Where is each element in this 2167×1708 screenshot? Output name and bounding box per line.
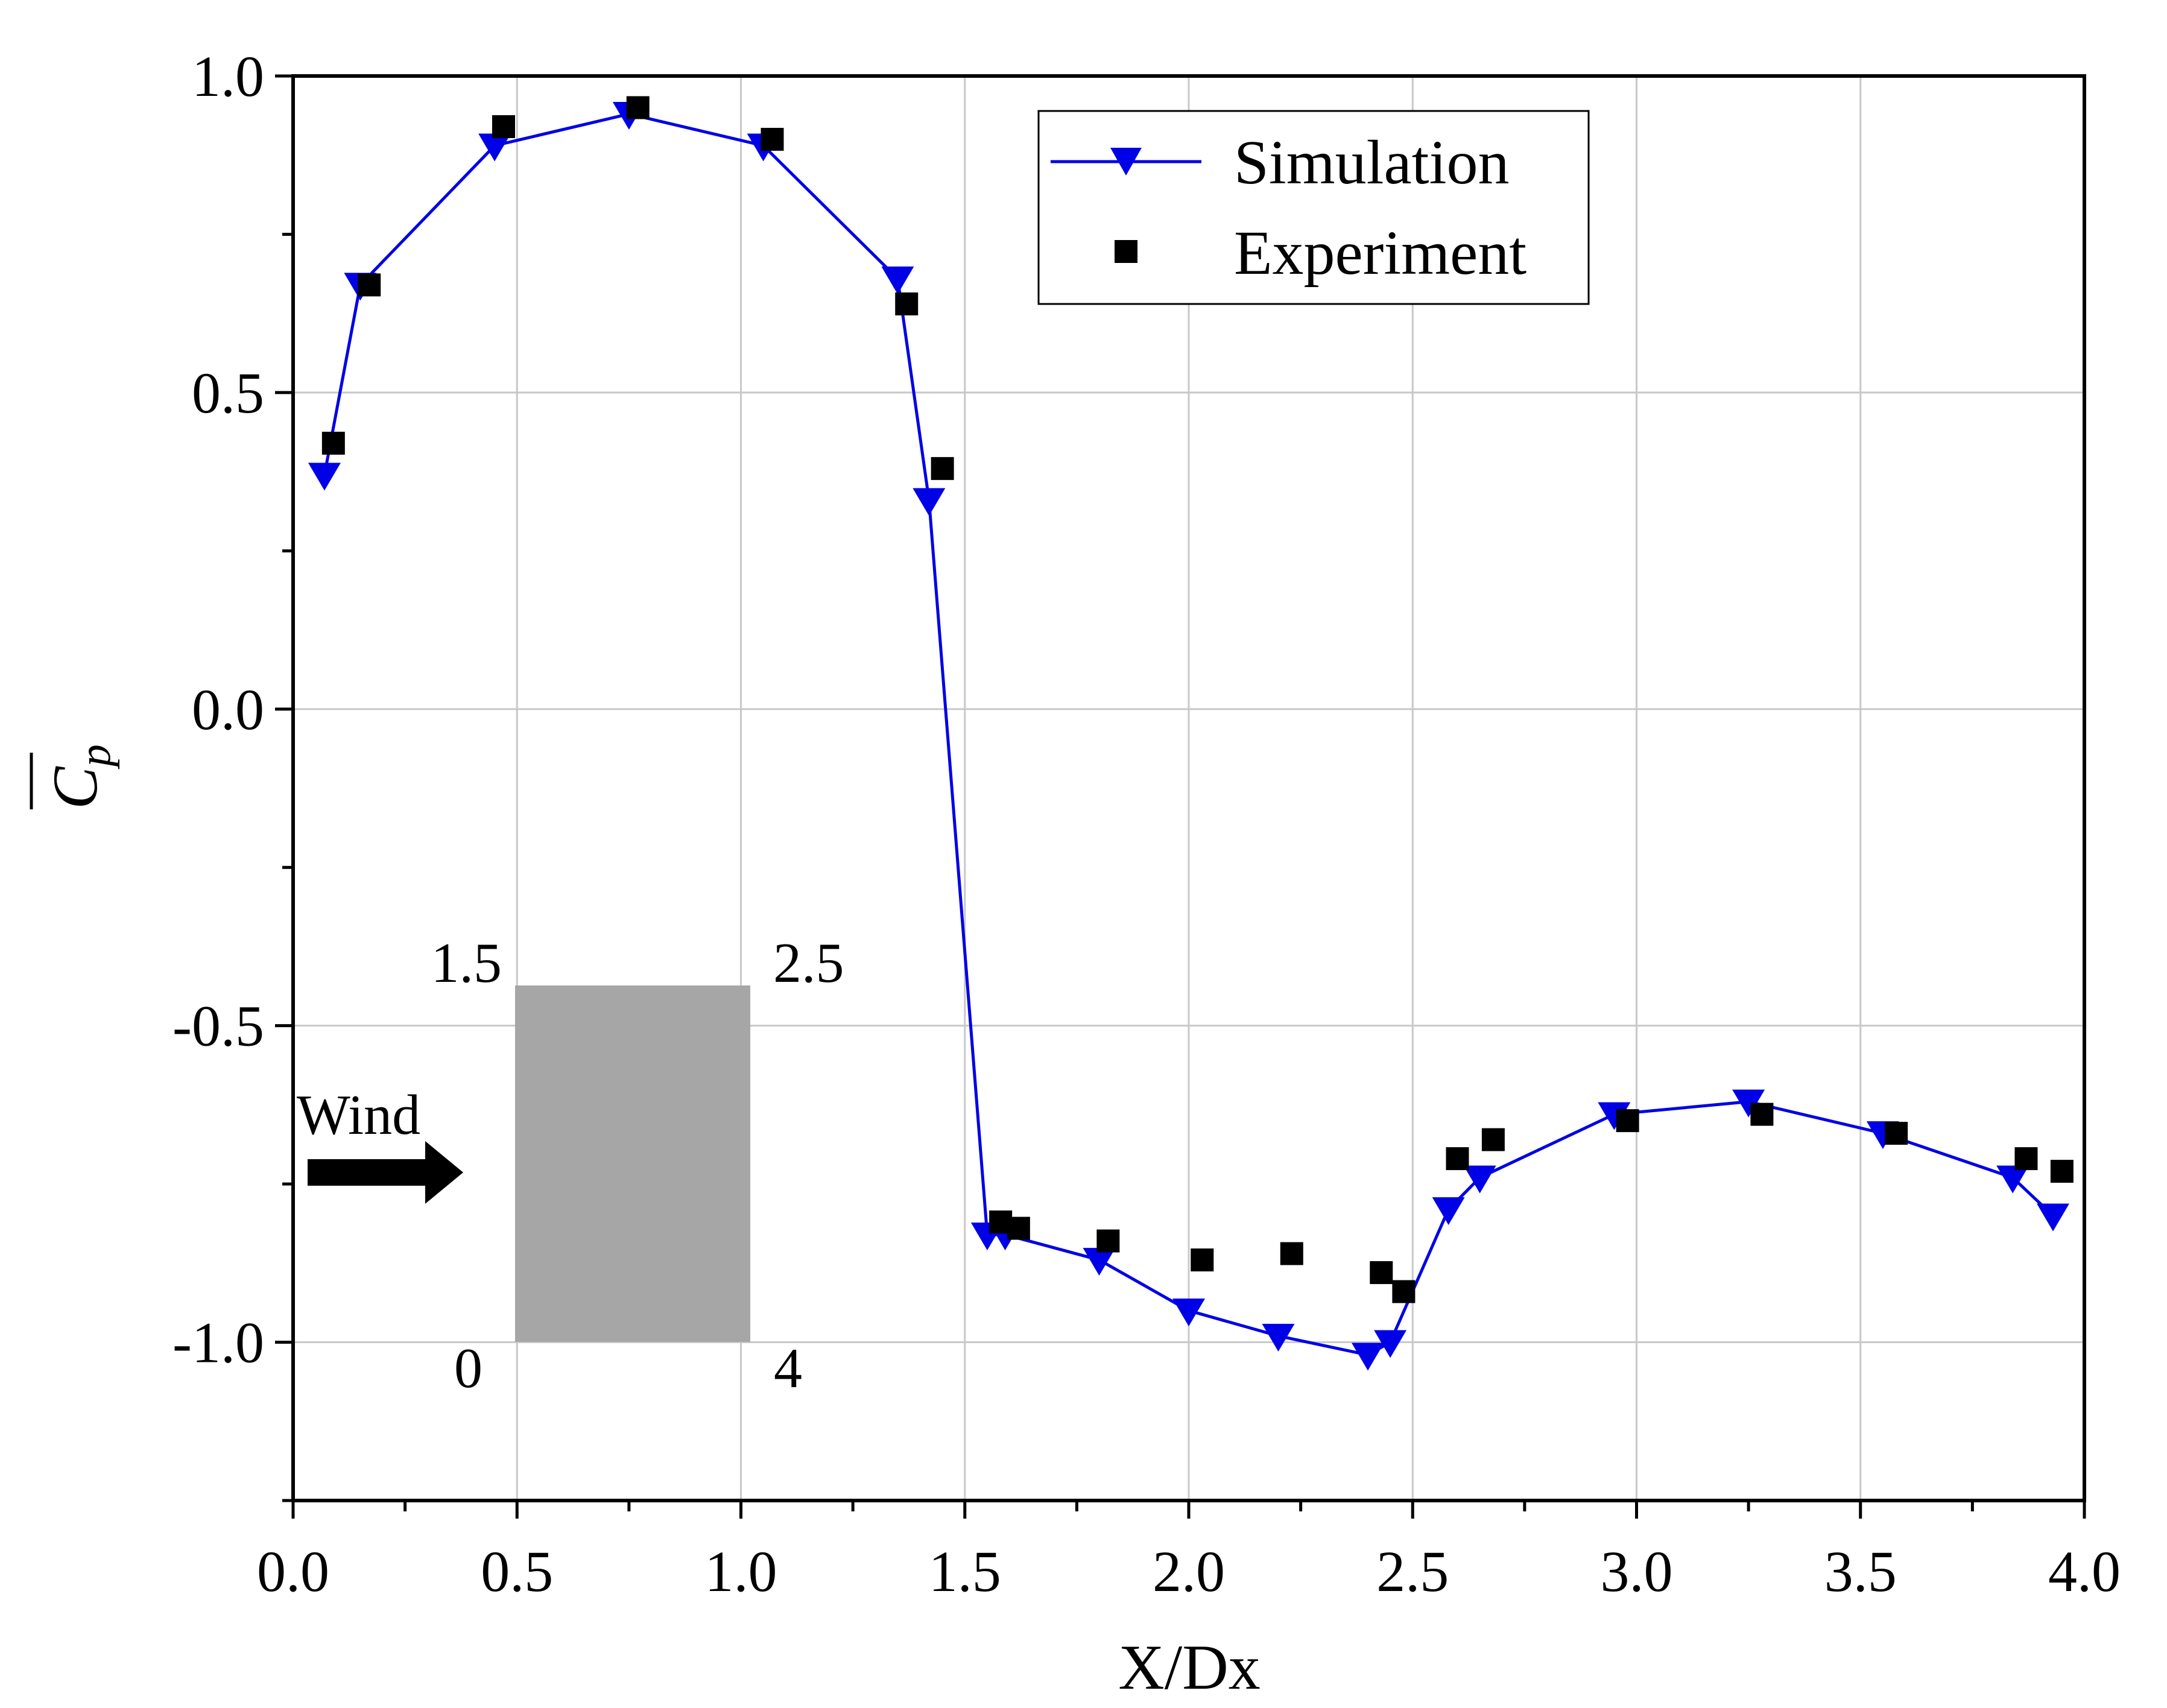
- experiment-series: [321, 96, 2074, 1303]
- simulation-point: [1996, 1165, 2029, 1194]
- x-tick-label: 0.5: [481, 1539, 553, 1604]
- wind-label: Wind: [297, 1084, 420, 1147]
- x-tick-label: 2.0: [1153, 1539, 1225, 1604]
- simulation-point: [478, 133, 511, 162]
- simulation-point: [308, 463, 341, 491]
- building-block: [515, 985, 750, 1342]
- experiment-point: [1096, 1229, 1120, 1253]
- x-tick-label: 0.0: [257, 1539, 329, 1604]
- x-tick-label: 2.5: [1376, 1539, 1449, 1604]
- x-axis-title: X/Dx: [1118, 1632, 1261, 1703]
- inset-label-bottom-left: 0: [454, 1337, 482, 1400]
- y-axis-title-subscript: p: [71, 744, 120, 770]
- simulation-point: [913, 488, 946, 516]
- x-tick-label: 3.0: [1601, 1539, 1673, 1604]
- experiment-point: [1885, 1122, 1908, 1145]
- simulation-point: [1432, 1197, 1465, 1226]
- wind-arrow-icon: [308, 1141, 463, 1204]
- legend-experiment-marker: [1115, 240, 1137, 263]
- simulation-point: [1172, 1298, 1205, 1327]
- x-tick-label: 4.0: [2048, 1539, 2121, 1604]
- legend-box: [1037, 110, 1590, 305]
- experiment-point: [626, 96, 650, 119]
- experiment-point: [1750, 1102, 1774, 1126]
- simulation-point: [1262, 1324, 1295, 1352]
- experiment-point: [321, 431, 345, 455]
- experiment-point: [1370, 1261, 1393, 1285]
- experiment-point: [1280, 1242, 1303, 1265]
- x-tick-label: 1.0: [705, 1539, 777, 1604]
- experiment-point: [895, 292, 919, 315]
- simulation-point: [1732, 1089, 1765, 1118]
- x-tick-label: 3.5: [1824, 1539, 1897, 1604]
- axes: 0.0 0.5 1.0 1.5 2.0 2.5 3.0 3.5 4.0 1.0 0.5 0.0 -0.5…: [172, 44, 2121, 1604]
- y-tick-label: -1.0: [172, 1311, 264, 1375]
- x-tick-label: 1.5: [929, 1539, 1001, 1604]
- y-tick-label: 0.5: [192, 361, 264, 425]
- grid-lines: [293, 76, 2084, 1501]
- inset-label-bottom-right: 4: [774, 1337, 802, 1400]
- simulation-point: [1374, 1330, 1407, 1358]
- experiment-point: [761, 127, 784, 151]
- experiment-point: [358, 273, 381, 297]
- simulation-point: [1352, 1343, 1384, 1371]
- simulation-point: [1083, 1248, 1116, 1276]
- experiment-point: [1446, 1147, 1469, 1171]
- building-inset: 1.5 2.5 0 4 Wind: [297, 932, 844, 1400]
- y-axis-title-main: C: [40, 766, 110, 809]
- experiment-point: [931, 457, 954, 480]
- inset-label-top-left: 1.5: [431, 932, 502, 995]
- simulation-point: [2037, 1203, 2070, 1232]
- legend: Simulation Experiment: [1037, 110, 1590, 305]
- experiment-point: [2050, 1160, 2074, 1183]
- legend-simulation-marker: [1110, 148, 1142, 176]
- simulation-point: [881, 266, 914, 294]
- y-tick-label: 1.0: [192, 44, 264, 109]
- svg-text:Cp: Cp: [40, 744, 120, 809]
- experiment-point: [2014, 1147, 2038, 1171]
- inset-label-top-right: 2.5: [773, 932, 844, 995]
- experiment-point: [1191, 1248, 1214, 1272]
- experiment-point: [1392, 1280, 1416, 1303]
- legend-experiment-label: Experiment: [1234, 218, 1526, 288]
- experiment-point: [1007, 1216, 1030, 1240]
- experiment-point: [492, 115, 515, 138]
- y-axis-title: Cp: [30, 744, 120, 809]
- experiment-point: [1616, 1109, 1639, 1133]
- experiment-point: [1481, 1128, 1505, 1151]
- legend-simulation-label: Simulation: [1234, 128, 1509, 197]
- y-tick-label: -0.5: [172, 994, 264, 1058]
- y-tick-label: 0.0: [192, 677, 264, 742]
- simulation-point: [1463, 1165, 1496, 1194]
